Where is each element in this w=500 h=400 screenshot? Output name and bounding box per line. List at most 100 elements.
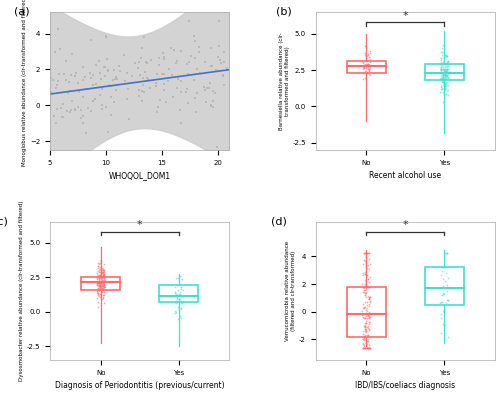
Point — [98, 270, 106, 277]
Point — [444, 59, 452, 66]
Text: (d): (d) — [270, 216, 286, 226]
Point — [363, 62, 371, 69]
Point — [139, 82, 147, 88]
Point — [104, 68, 112, 74]
Point — [360, 345, 368, 351]
Point — [437, 329, 445, 336]
Point — [100, 276, 108, 283]
Point — [441, 71, 449, 78]
Point — [366, 298, 374, 304]
Point — [100, 286, 108, 292]
X-axis label: IBD/IBS/coeliacs diagnosis: IBD/IBS/coeliacs diagnosis — [355, 381, 456, 390]
Point — [87, 75, 95, 81]
Bar — [425, 268, 464, 305]
Point — [363, 299, 371, 306]
Point — [437, 48, 445, 55]
Point — [128, 73, 136, 80]
Point — [95, 269, 103, 276]
Point — [364, 272, 372, 278]
Point — [438, 49, 446, 55]
Point — [362, 320, 370, 326]
Point — [209, 98, 217, 104]
Point — [362, 57, 370, 63]
Point — [362, 68, 370, 75]
Point — [439, 78, 447, 85]
Point — [366, 318, 374, 325]
Point — [99, 272, 107, 278]
Point — [92, 62, 100, 68]
Point — [74, 104, 82, 110]
Point — [144, 76, 152, 82]
Point — [94, 304, 102, 310]
Point — [96, 286, 104, 293]
Point — [190, 77, 198, 83]
Point — [365, 314, 373, 320]
Point — [212, 90, 220, 97]
Point — [218, 72, 226, 79]
Point — [172, 290, 179, 297]
Point — [96, 286, 104, 292]
Point — [190, 33, 198, 40]
Point — [358, 284, 366, 290]
Point — [364, 52, 372, 58]
Point — [438, 86, 446, 92]
Point — [209, 88, 217, 94]
Point — [134, 65, 142, 71]
Point — [365, 310, 373, 316]
Point — [122, 70, 130, 76]
Point — [438, 66, 446, 72]
Point — [130, 60, 138, 66]
Point — [442, 66, 450, 72]
Point — [96, 294, 104, 300]
Point — [96, 283, 104, 289]
Point — [436, 57, 444, 63]
Point — [100, 269, 108, 276]
Point — [443, 250, 451, 256]
Point — [176, 306, 184, 313]
Point — [98, 278, 106, 285]
Point — [72, 106, 80, 112]
Point — [94, 276, 102, 282]
Point — [178, 89, 186, 95]
Point — [169, 94, 177, 100]
Point — [98, 281, 106, 288]
Point — [362, 289, 370, 296]
Point — [438, 78, 446, 84]
Point — [366, 299, 374, 305]
Point — [98, 265, 106, 271]
Point — [359, 260, 367, 267]
Point — [439, 69, 447, 75]
Point — [440, 73, 448, 80]
Point — [442, 72, 450, 78]
Point — [440, 80, 448, 86]
Point — [100, 270, 108, 277]
Point — [100, 281, 108, 287]
Point — [359, 311, 367, 317]
Point — [60, 114, 68, 120]
Y-axis label: Dysosmobacter relative abundance (clr-transformed and filtered): Dysosmobacter relative abundance (clr-tr… — [19, 201, 24, 381]
Point — [361, 345, 369, 351]
Point — [136, 72, 144, 78]
Point — [99, 282, 107, 289]
Point — [184, 18, 192, 24]
Point — [98, 105, 106, 112]
Point — [363, 250, 371, 256]
Point — [360, 250, 368, 256]
Point — [138, 98, 146, 104]
Point — [100, 274, 108, 280]
Point — [440, 69, 448, 75]
Point — [94, 292, 102, 298]
Point — [442, 52, 450, 58]
Point — [363, 305, 371, 311]
Point — [358, 308, 366, 314]
Point — [138, 54, 145, 61]
Point — [76, 107, 84, 113]
Point — [100, 286, 108, 293]
Point — [360, 65, 368, 71]
Point — [220, 59, 228, 65]
Point — [444, 92, 452, 98]
Point — [98, 283, 106, 289]
Point — [441, 60, 449, 67]
Point — [364, 262, 372, 268]
Point — [361, 314, 369, 321]
